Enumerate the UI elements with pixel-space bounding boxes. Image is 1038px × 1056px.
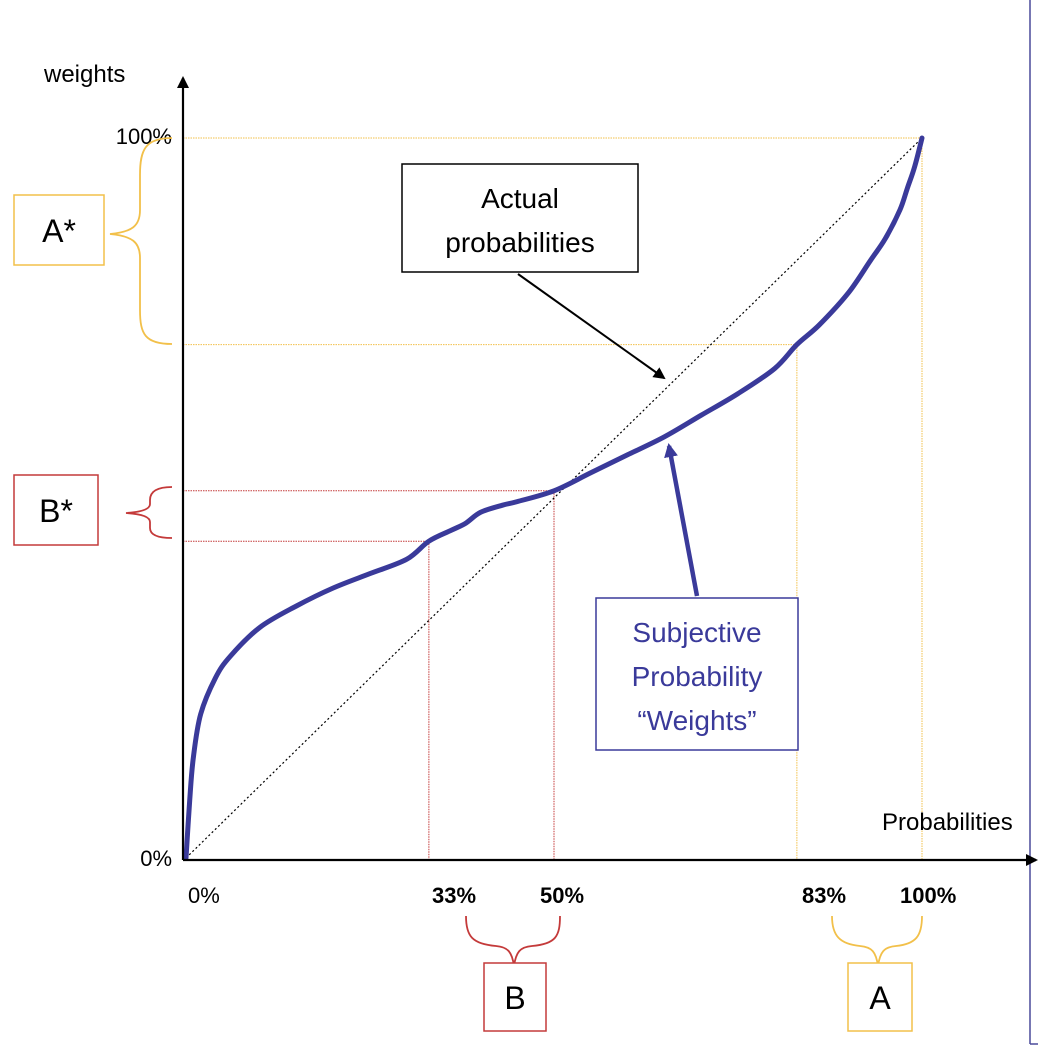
actual-pointer-arrow <box>517 273 666 380</box>
actual-box-line1: Actual <box>481 183 559 214</box>
a-star-box <box>13 194 105 266</box>
b-star-label: B* <box>39 493 73 529</box>
subjective-probability-box <box>595 597 799 751</box>
a-label: A <box>869 980 891 1016</box>
b-star-brace <box>125 486 173 539</box>
subjective-box-line2: Probability <box>632 661 763 692</box>
y-tick-label-0: 0% <box>140 846 172 871</box>
a-brace <box>831 915 923 967</box>
actual-probabilities-box <box>401 163 639 273</box>
a-star-brace <box>109 137 173 345</box>
x-tick-label-33: 33% <box>432 883 476 908</box>
actual-box-line2: probabilities <box>445 227 594 258</box>
x-tick-label-0: 0% <box>188 883 220 908</box>
x-tick-label-50: 50% <box>540 883 584 908</box>
b-label: B <box>504 980 525 1016</box>
a-box <box>847 962 913 1032</box>
subjective-weights-curve <box>183 135 925 861</box>
y-tick-label-100: 100% <box>116 124 172 149</box>
b-star-box <box>13 474 99 546</box>
subjective-pointer-arrow <box>664 443 700 597</box>
subjective-box-line3: “Weights” <box>637 705 756 736</box>
y-axis-label: weights <box>43 61 125 88</box>
a-star-label: A* <box>42 213 76 249</box>
x-tick-label-100: 100% <box>900 883 956 908</box>
b-brace <box>465 915 561 967</box>
actual-probabilities-line <box>185 137 923 859</box>
x-tick-label-83: 83% <box>802 883 846 908</box>
subjective-box-line1: Subjective <box>632 617 761 648</box>
x-axis-label: Probabilities <box>882 809 1013 836</box>
b-box <box>483 962 547 1032</box>
